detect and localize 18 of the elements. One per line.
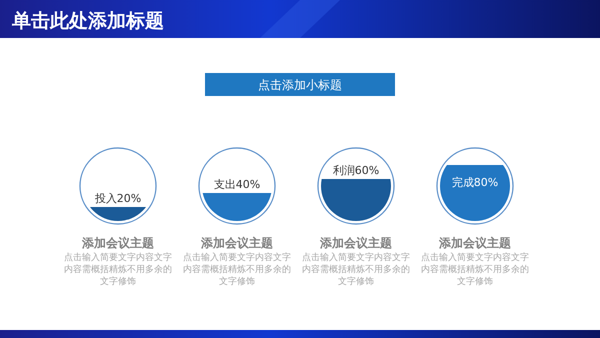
- text: 添加会议主题: [200, 235, 274, 252]
- text: 点击添加小标题: [257, 77, 343, 94]
- text: 添加会议主题: [438, 235, 512, 252]
- category-label: 投入: [94, 192, 117, 205]
- data-label: 60%: [354, 164, 380, 177]
- category-label: 支出: [214, 178, 236, 191]
- text: 添加会议主题: [319, 235, 393, 252]
- text: 点击输入简要文字内容文字内容需概括精炼不用多余的文字修饰: [301, 252, 411, 288]
- text: 单击此处添加标题: [12, 9, 164, 34]
- text: 点击输入简要文字内容文字内容需概括精炼不用多余的文字修饰: [63, 252, 173, 288]
- data-label: 40%: [236, 178, 260, 191]
- text: 添加会议主题: [81, 235, 155, 252]
- text: 点击输入简要文字内容文字内容需概括精炼不用多余的文字修饰: [182, 252, 292, 288]
- category-label: 利润: [332, 164, 355, 177]
- data-label: 20%: [116, 192, 142, 205]
- category-label: 完成: [452, 176, 474, 189]
- data-label: 80%: [474, 176, 498, 189]
- text: 点击输入简要文字内容文字内容需概括精炼不用多余的文字修饰: [420, 252, 530, 288]
